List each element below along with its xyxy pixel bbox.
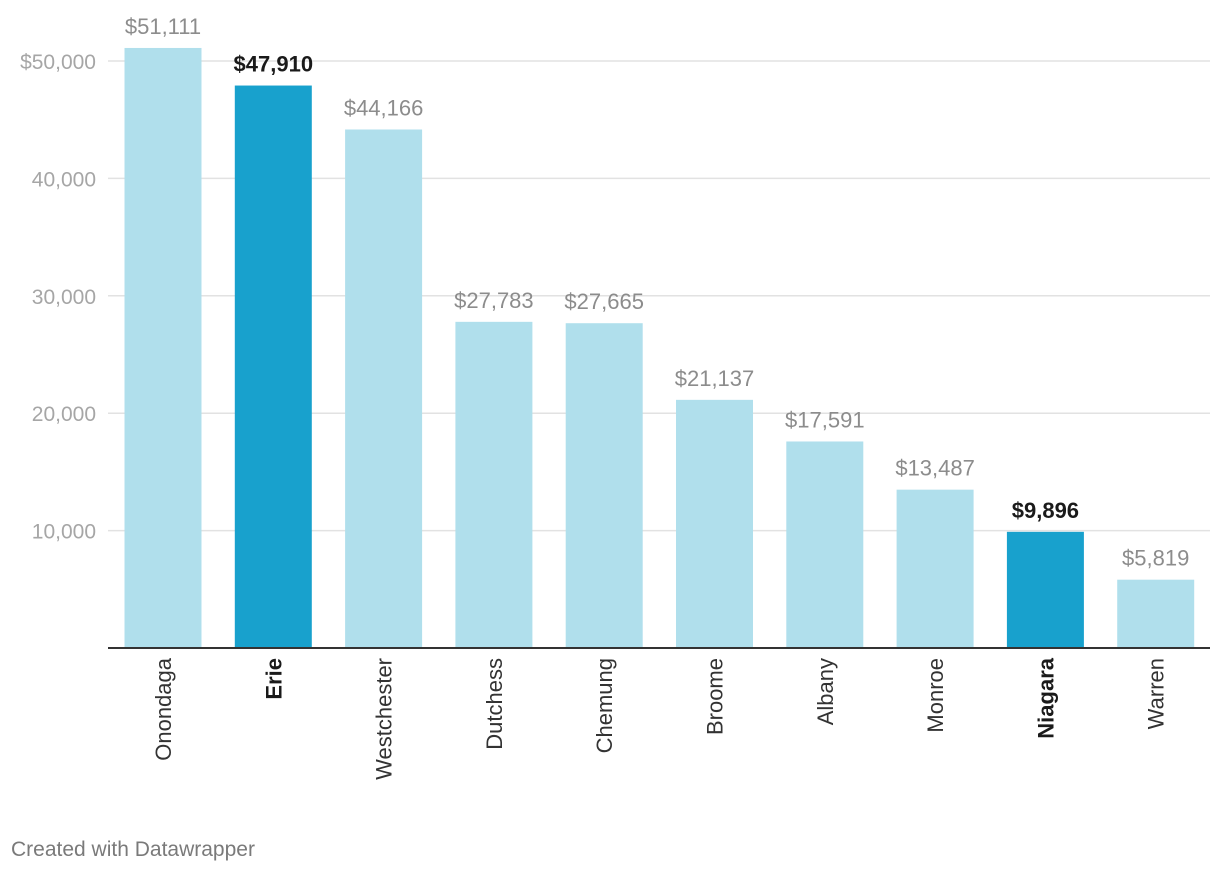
value-label-warren: $5,819 — [1122, 546, 1189, 571]
footer-credit: Created with Datawrapper — [11, 838, 255, 861]
category-label-dutchess: Dutchess — [482, 658, 507, 750]
y-tick-label: 40,000 — [32, 168, 96, 191]
bar-onondaga — [124, 47, 202, 649]
value-label-westchester: $44,166 — [344, 95, 424, 120]
y-tick-label: 10,000 — [32, 521, 96, 544]
category-labels: Onondaga Erie Westchester Dutchess Chemung Br… — [151, 657, 1169, 780]
bar-albany — [786, 441, 864, 648]
category-label-niagara: Niagara — [1033, 657, 1058, 738]
y-tick-label: 30,000 — [32, 286, 96, 309]
category-label-chemung: Chemung — [592, 658, 617, 753]
value-label-erie: $47,910 — [234, 52, 314, 77]
category-label-broome: Broome — [703, 658, 728, 735]
value-label-dutchess: $27,783 — [454, 288, 534, 313]
bar-warren — [1117, 579, 1195, 648]
category-label-westchester: Westchester — [372, 658, 397, 780]
value-label-chemung: $27,665 — [564, 289, 644, 314]
value-labels: $51,111 $47,910 $44,166 $27,783 $27,665 $21,1… — [125, 14, 1189, 571]
y-tick-label: $50,000 — [20, 51, 96, 74]
bar-monroe — [896, 489, 974, 648]
bar-dutchess — [455, 321, 533, 648]
value-label-albany: $17,591 — [785, 407, 865, 432]
value-label-niagara: $9,896 — [1012, 498, 1079, 523]
bar-chemung — [565, 323, 643, 648]
value-label-onondaga: $51,111 — [125, 14, 201, 39]
y-tick-label: 20,000 — [32, 403, 96, 426]
category-label-onondaga: Onondaga — [151, 657, 176, 761]
value-label-broome: $21,137 — [675, 366, 755, 391]
category-label-warren: Warren — [1144, 658, 1169, 729]
bar-erie — [234, 85, 312, 648]
bar-westchester — [345, 129, 423, 649]
value-label-monroe: $13,487 — [895, 456, 975, 481]
category-label-albany: Albany — [813, 658, 838, 725]
bar-niagara — [1006, 531, 1084, 648]
category-label-erie: Erie — [261, 658, 286, 700]
bars — [124, 47, 1195, 649]
y-axis-tick-labels: 10,000 20,000 30,000 40,000 $50,000 — [20, 51, 96, 544]
bar-broome — [676, 399, 753, 648]
category-label-monroe: Monroe — [923, 658, 948, 733]
